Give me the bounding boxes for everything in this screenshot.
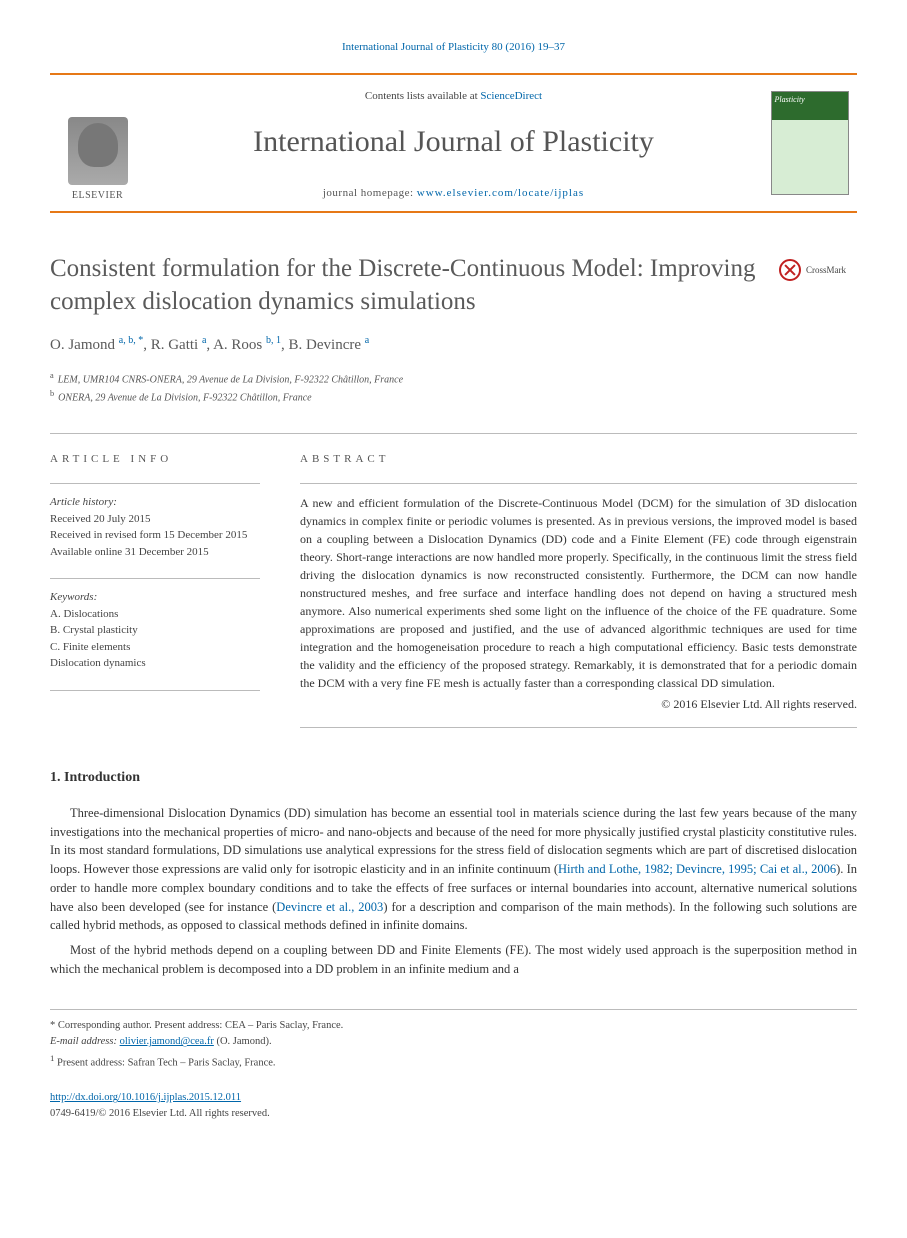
divider [50,578,260,579]
history-item: Received in revised form 15 December 201… [50,527,260,544]
email-note: E-mail address: olivier.jamond@cea.fr (O… [50,1034,857,1051]
author: A. Roos b, 1 [213,337,281,353]
keywords-block: Keywords: A. Dislocations B. Crystal pla… [50,589,260,672]
divider [50,483,260,484]
publisher-block: ELSEVIER [50,75,145,211]
footer-block: http://dx.doi.org/10.1016/j.ijplas.2015.… [50,1090,857,1122]
keyword: Dislocation dynamics [50,655,260,672]
copyright-line: © 2016 Elsevier Ltd. All rights reserved… [300,696,857,713]
cover-thumb-block: Plasticity [762,75,857,211]
author-list: O. Jamond a, b, *, R. Gatti a, A. Roos b… [50,334,857,356]
homepage-link[interactable]: www.elsevier.com/locate/ijplas [417,187,584,199]
sciencedirect-link[interactable]: ScienceDirect [480,90,542,102]
keyword: C. Finite elements [50,639,260,656]
article-title: Consistent formulation for the Discrete-… [50,253,759,318]
journal-reference: International Journal of Plasticity 80 (… [50,40,857,55]
cover-title: Plasticity [772,92,848,120]
affiliation: aLEM, UMR104 CNRS-ONERA, 29 Avenue de La… [50,370,857,387]
intro-paragraph: Most of the hybrid methods depend on a c… [50,941,857,979]
divider [300,727,857,728]
crossmark-icon [779,259,801,281]
article-info-column: ARTICLE INFO Article history: Received 2… [50,452,260,738]
email-link[interactable]: olivier.jamond@cea.fr [120,1036,214,1047]
history-label: Article history: [50,494,260,511]
cover-body [772,120,848,194]
divider [300,483,857,484]
homepage-prefix: journal homepage: [323,187,417,199]
divider [50,433,857,434]
article-info-label: ARTICLE INFO [50,452,260,467]
doi-link[interactable]: http://dx.doi.org/10.1016/j.ijplas.2015.… [50,1092,241,1103]
crossmark-badge[interactable]: CrossMark [779,259,857,281]
intro-paragraph: Three-dimensional Dislocation Dynamics (… [50,804,857,935]
keyword: A. Dislocations [50,606,260,623]
crossmark-label: CrossMark [806,264,846,277]
contents-prefix: Contents lists available at [365,90,480,102]
history-item: Available online 31 December 2015 [50,544,260,561]
article-history: Article history: Received 20 July 2015 R… [50,494,260,560]
elsevier-logo [68,117,128,185]
author: O. Jamond a, b, * [50,337,143,353]
footnotes: * Corresponding author. Present address:… [50,1009,857,1073]
journal-header: ELSEVIER Contents lists available at Sci… [50,73,857,213]
journal-cover-thumb: Plasticity [771,91,849,195]
corresponding-author-note: * Corresponding author. Present address:… [50,1018,857,1035]
author: B. Devincre a [289,337,370,353]
publisher-label: ELSEVIER [72,189,123,203]
author: R. Gatti a [151,337,207,353]
history-item: Received 20 July 2015 [50,511,260,528]
keyword: B. Crystal plasticity [50,622,260,639]
affiliations: aLEM, UMR104 CNRS-ONERA, 29 Avenue de La… [50,370,857,405]
abstract-text: A new and efficient formulation of the D… [300,494,857,692]
homepage-line: journal homepage: www.elsevier.com/locat… [155,186,752,201]
citation-link[interactable]: Devincre et al., 2003 [276,900,383,914]
abstract-label: ABSTRACT [300,452,857,467]
abstract-column: ABSTRACT A new and efficient formulation… [300,452,857,738]
contents-line: Contents lists available at ScienceDirec… [155,89,752,104]
keywords-label: Keywords: [50,589,260,606]
section-heading-intro: 1. Introduction [50,768,857,788]
divider [50,690,260,691]
issn-copyright: 0749-6419/© 2016 Elsevier Ltd. All right… [50,1106,857,1122]
present-address-note: 1 Present address: Safran Tech – Paris S… [50,1051,857,1072]
affiliation: bONERA, 29 Avenue de La Division, F-9232… [50,388,857,405]
journal-name: International Journal of Plasticity [155,121,752,163]
citation-link[interactable]: Hirth and Lothe, 1982; Devincre, 1995; C… [558,862,836,876]
